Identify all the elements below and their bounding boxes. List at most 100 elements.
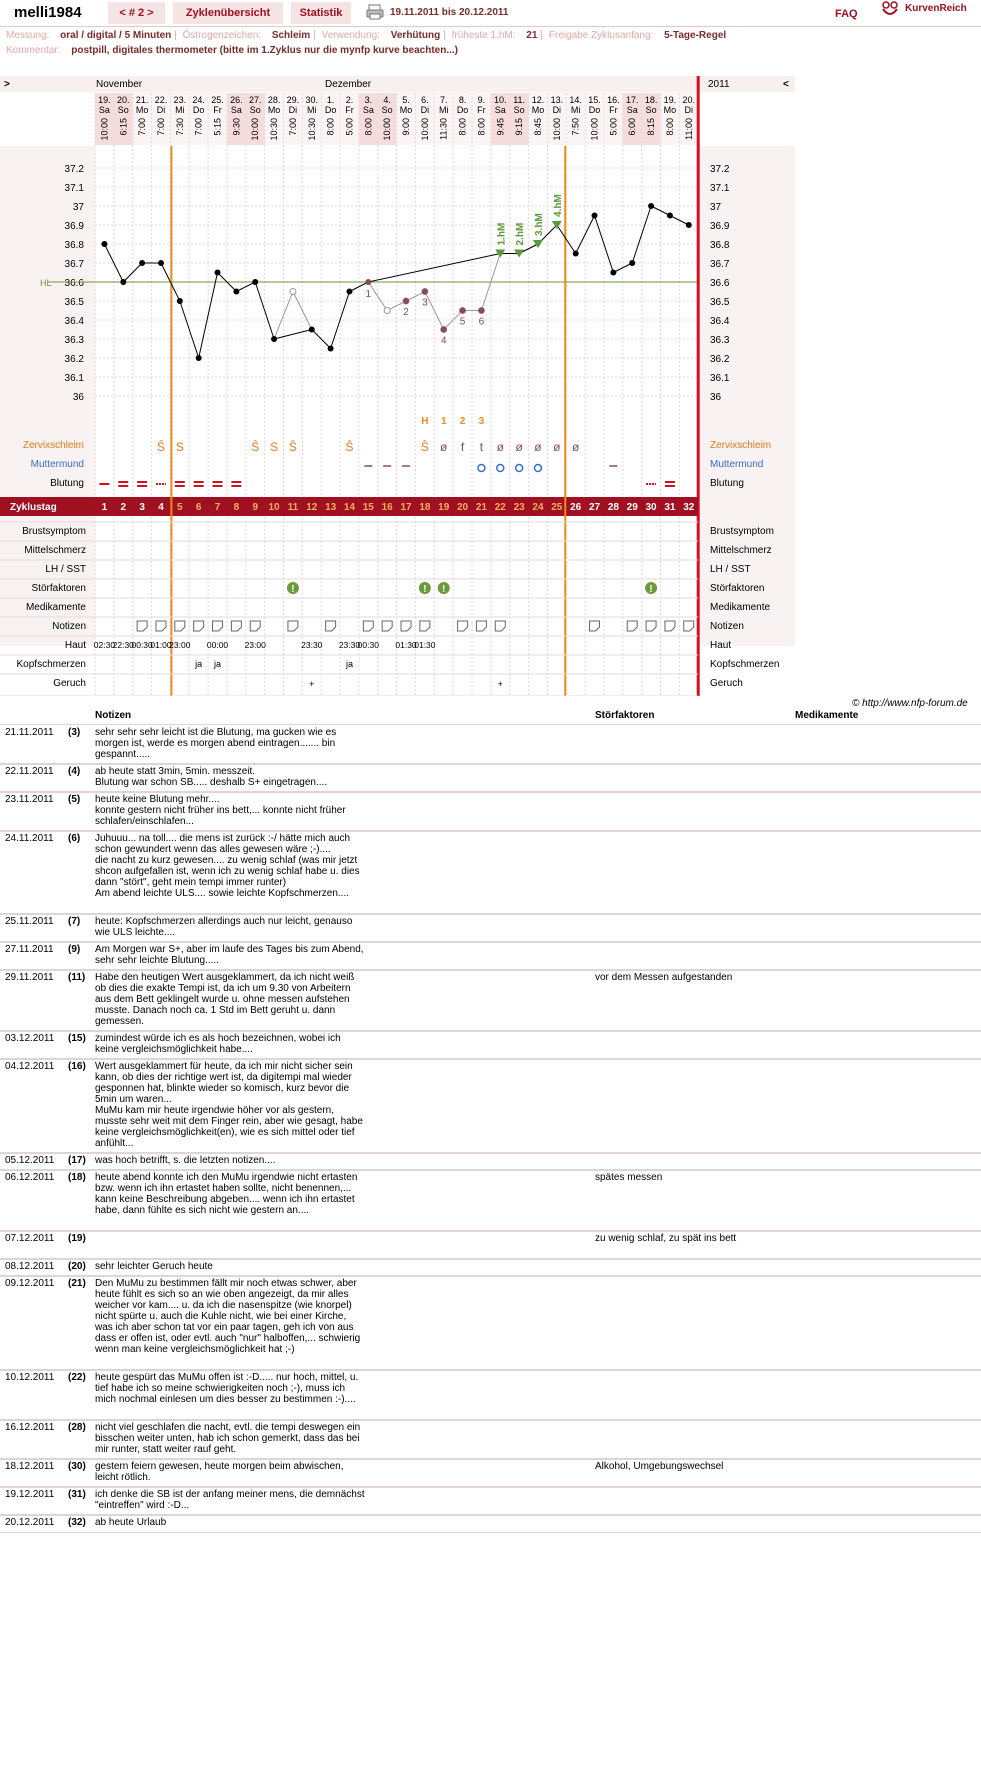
day-label: 15. bbox=[588, 95, 601, 105]
weekday-label: So bbox=[250, 105, 261, 115]
high-point bbox=[514, 249, 525, 258]
cycle-day-number: 18 bbox=[419, 502, 431, 513]
row-label-brust: Brustsymptom bbox=[22, 526, 86, 537]
temperature-point bbox=[157, 260, 164, 266]
row-label-right-brust: Brustsymptom bbox=[710, 526, 774, 537]
note-icon[interactable] bbox=[287, 620, 299, 632]
nav-right-button[interactable]: < bbox=[783, 79, 789, 90]
note-icon[interactable] bbox=[230, 620, 242, 632]
note-text: heute abend konnte ich den MuMu irgendwi… bbox=[95, 1172, 358, 1216]
day-column-bg bbox=[264, 93, 284, 145]
day-label: 3. bbox=[365, 95, 373, 105]
note-date: 06.12.2011 bbox=[5, 1172, 55, 1183]
day-label: 26. bbox=[230, 95, 243, 105]
temperature-point bbox=[101, 241, 108, 247]
cycle-nav-button[interactable]: < # 2 > bbox=[108, 2, 165, 24]
row-label-zyklustag: Zyklustag bbox=[10, 502, 57, 513]
time-label: 7:00 bbox=[194, 118, 204, 136]
note-icon[interactable] bbox=[381, 620, 393, 632]
note-text: heute keine Blutung mehr.... konnte gest… bbox=[95, 794, 346, 827]
day-label: 24. bbox=[192, 95, 205, 105]
temperature-point bbox=[176, 298, 183, 304]
note-icon[interactable] bbox=[325, 620, 337, 632]
weekday-label: Mi bbox=[307, 105, 317, 115]
cervical-mucus-mark: ø bbox=[553, 440, 561, 454]
day-column-bg bbox=[547, 93, 567, 145]
time-label: 9:00 bbox=[401, 118, 411, 136]
day-label: 29. bbox=[287, 95, 300, 105]
note-row: 19.12.2011 (31) ich denke die SB ist der a… bbox=[0, 1486, 981, 1516]
time-label: 5:00 bbox=[608, 118, 618, 136]
headache-value: ja bbox=[194, 659, 202, 669]
note-text: Habe den heutigen Wert ausgeklammert, da… bbox=[95, 972, 355, 1027]
y-tick-label: 36.7 bbox=[65, 259, 85, 270]
note-icon[interactable] bbox=[589, 620, 601, 632]
day-label: 1. bbox=[327, 95, 335, 105]
row-label-right-lh: LH / SST bbox=[710, 564, 751, 575]
weekday-label: Mo bbox=[268, 105, 281, 115]
day-column-bg bbox=[302, 93, 322, 145]
note-icon[interactable] bbox=[645, 620, 657, 632]
nav-left-button[interactable]: > bbox=[4, 79, 10, 90]
mucus-count-label: 1 bbox=[441, 416, 447, 427]
note-icon[interactable] bbox=[400, 620, 412, 632]
smell-value: + bbox=[498, 679, 503, 689]
temperature-line bbox=[217, 272, 237, 292]
row-label-right-kopf: Kopfschmerzen bbox=[710, 659, 779, 670]
note-icon[interactable] bbox=[155, 620, 167, 632]
note-icon[interactable] bbox=[193, 620, 205, 632]
note-icon[interactable] bbox=[174, 620, 186, 632]
faq-link[interactable]: FAQ bbox=[835, 8, 858, 20]
day-label: 5. bbox=[402, 95, 410, 105]
tab-cycle-overview[interactable]: Zyklenübersicht bbox=[173, 2, 283, 24]
note-text: ab heute statt 3min, 5min. messzeit. Blu… bbox=[95, 766, 328, 788]
headache-value: ja bbox=[213, 659, 221, 669]
note-row: 04.12.2011 (16) Wert ausgeklammert für heu… bbox=[0, 1058, 981, 1154]
printer-icon[interactable] bbox=[366, 4, 384, 20]
cycle-day-number: 19 bbox=[438, 502, 450, 513]
comment-value: postpill, digitales thermometer (bitte i… bbox=[71, 45, 458, 56]
weekday-label: Mi bbox=[175, 105, 185, 115]
note-icon[interactable] bbox=[136, 620, 148, 632]
weekday-label: Mi bbox=[571, 105, 581, 115]
note-icon[interactable] bbox=[664, 620, 676, 632]
note-icon[interactable] bbox=[626, 620, 638, 632]
high-point bbox=[495, 249, 506, 258]
note-icon[interactable] bbox=[475, 620, 487, 632]
brand-name[interactable]: KurvenReich bbox=[905, 3, 967, 14]
cycle-day-bar bbox=[0, 497, 699, 516]
day-label: 14. bbox=[569, 95, 582, 105]
hl-label: HL bbox=[40, 278, 52, 288]
note-row: 22.11.2011 (4) ab heute statt 3min, 5min. … bbox=[0, 763, 981, 793]
temperature-point bbox=[233, 288, 240, 295]
y-tick-label-right: 36.3 bbox=[710, 335, 730, 346]
comment-label: Kommentar: bbox=[6, 45, 61, 56]
high-measure-label: 2.hM bbox=[515, 223, 526, 246]
weekday-label: Sa bbox=[231, 105, 242, 115]
day-label: 10. bbox=[494, 95, 507, 105]
day-column-bg bbox=[226, 93, 246, 145]
row-label-right-notizen: Notizen bbox=[710, 621, 744, 632]
note-text: ab heute Urlaub bbox=[95, 1517, 167, 1528]
note-icon[interactable] bbox=[249, 620, 261, 632]
note-icon[interactable] bbox=[362, 620, 374, 632]
note-icon[interactable] bbox=[494, 620, 506, 632]
note-icon[interactable] bbox=[419, 620, 431, 632]
y-tick-label-right: 36.2 bbox=[710, 354, 730, 365]
note-cycle-day: (7) bbox=[68, 916, 81, 927]
note-cycle-day: (6) bbox=[68, 833, 81, 844]
weekday-label: Fr bbox=[609, 105, 618, 115]
row-label-lh: LH / SST bbox=[45, 564, 86, 575]
note-row: 05.12.2011 (17) was hoch betrifft, s. die … bbox=[0, 1152, 981, 1171]
note-icon[interactable] bbox=[683, 620, 695, 632]
info-line: Messung: oral / digital / 5 Minuten | Öst… bbox=[6, 30, 727, 41]
day-column-bg bbox=[490, 93, 510, 145]
left-panel bbox=[0, 146, 95, 646]
temperature-line bbox=[198, 272, 219, 359]
cycle-day-number: 24 bbox=[532, 502, 544, 513]
tab-statistics[interactable]: Statistik bbox=[291, 2, 351, 24]
note-icon[interactable] bbox=[457, 620, 469, 632]
cycle-day-number: 4 bbox=[158, 502, 164, 513]
note-icon[interactable] bbox=[212, 620, 224, 632]
note-row: 16.12.2011 (28) nicht viel geschlafen die … bbox=[0, 1419, 981, 1460]
